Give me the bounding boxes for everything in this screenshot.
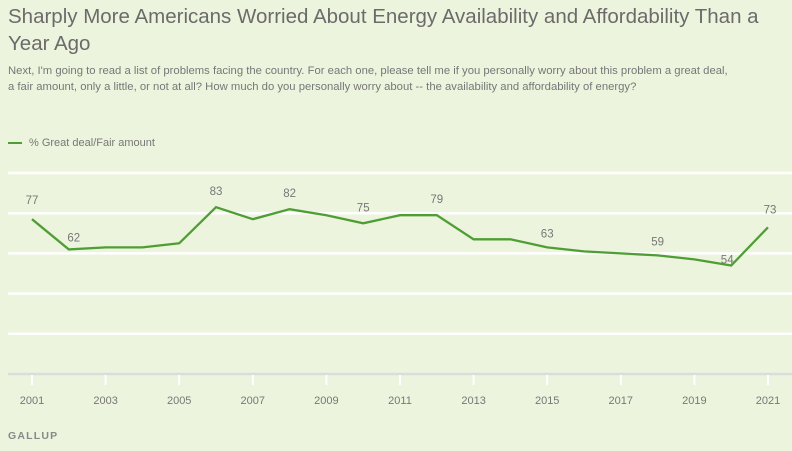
x-tick-label: 2011	[388, 395, 412, 407]
chart-title: Sharply More Americans Worried About Ene…	[8, 5, 759, 55]
chart-subtitle: Next, I'm going to read a list of proble…	[8, 65, 728, 93]
series-lines	[31, 205, 769, 267]
x-tick-label: 2001	[20, 395, 44, 407]
data-label: 63	[541, 228, 554, 240]
x-tick-label: 2003	[93, 395, 117, 407]
x-tick-label: 2013	[461, 395, 485, 407]
data-label: 77	[26, 195, 39, 207]
x-tick-label: 2019	[682, 395, 706, 407]
x-tick-label: 2017	[609, 395, 633, 407]
x-axis: 2001 2003 2005 2007 2009 2011 2013 2015 2017 2019…	[8, 372, 792, 407]
series-line-0	[31, 205, 769, 267]
data-label: 83	[210, 186, 223, 198]
x-tick-label: 2015	[535, 395, 559, 407]
gridlines	[8, 171, 792, 336]
data-label: 82	[283, 188, 296, 200]
legend-swatch	[8, 141, 22, 145]
x-tick-label: 2021	[756, 395, 780, 407]
x-tick-label: 2009	[314, 395, 338, 407]
data-label: 75	[357, 202, 370, 214]
data-labels: 77 62 83 82 75 79 63 59 54 73	[26, 186, 777, 266]
data-label: 79	[430, 194, 443, 206]
x-tick-label: 2005	[167, 395, 191, 407]
legend: % Great deal/Fair amount	[8, 137, 155, 149]
data-label: 54	[721, 254, 734, 266]
source-label: GALLUP	[8, 430, 59, 442]
data-label: 59	[651, 236, 664, 248]
legend-label: % Great deal/Fair amount	[29, 137, 155, 149]
data-label: 73	[764, 204, 777, 216]
data-label: 62	[67, 232, 80, 244]
x-tick-label: 2007	[241, 395, 265, 407]
